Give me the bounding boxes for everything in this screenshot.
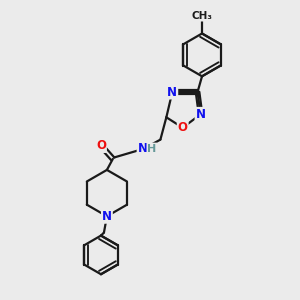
Text: O: O	[96, 139, 106, 152]
Text: N: N	[102, 210, 112, 223]
Text: H: H	[148, 143, 157, 154]
Text: N: N	[138, 142, 148, 155]
Text: N: N	[167, 85, 177, 98]
Text: N: N	[196, 108, 206, 121]
Text: O: O	[178, 121, 188, 134]
Text: CH₃: CH₃	[191, 11, 212, 21]
